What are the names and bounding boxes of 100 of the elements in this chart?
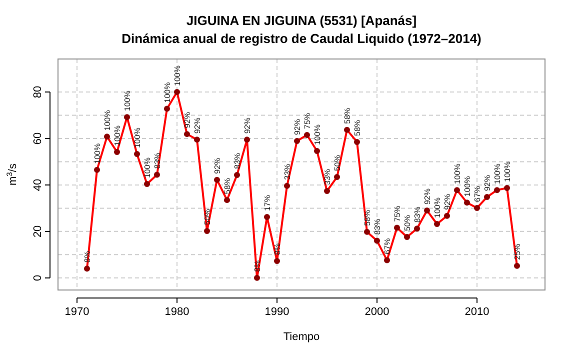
annotation: 58% — [343, 108, 352, 124]
chart-title: JIGUINA EN JIGUINA (5531) [Apanás] — [186, 13, 417, 28]
point — [194, 136, 200, 143]
point — [244, 136, 250, 143]
x-tick-label: 1980 — [164, 306, 190, 318]
annotation: 25% — [513, 244, 522, 260]
annotation: 100% — [113, 125, 122, 146]
annotation: 92% — [183, 112, 192, 128]
point — [474, 204, 480, 211]
annotation: 33% — [283, 164, 292, 180]
annotation: 50% — [403, 215, 412, 232]
point — [164, 106, 170, 112]
annotation: 100% — [143, 158, 152, 178]
y-tick-label: 80 — [32, 86, 44, 98]
point — [454, 187, 460, 194]
annotation: 75% — [303, 112, 312, 129]
point — [324, 188, 330, 194]
point — [254, 274, 260, 281]
point — [184, 131, 190, 138]
annotation: 8% — [253, 260, 262, 272]
point — [144, 181, 150, 188]
x-tick-label: 1990 — [264, 306, 290, 318]
chart-subtitle: Dinámica anual de registro de Caudal Liquido (1972–2014) — [122, 31, 482, 46]
annotation: 100% — [93, 143, 102, 164]
point — [294, 138, 300, 144]
annotation: 67% — [383, 238, 392, 254]
point — [354, 138, 360, 145]
point — [174, 89, 180, 95]
annotation: 92% — [483, 175, 492, 192]
point — [204, 228, 210, 234]
annotation: 58% — [363, 210, 372, 226]
point — [114, 148, 120, 155]
point — [334, 174, 340, 180]
x-axis-title: Tiempo — [283, 331, 320, 343]
point — [344, 126, 350, 133]
point — [494, 187, 500, 194]
annotation: 83% — [153, 152, 162, 169]
annotation: 100% — [133, 128, 142, 148]
annotation: 58% — [353, 120, 362, 136]
annotation: 100% — [493, 164, 502, 184]
x-tick-label: 2010 — [464, 306, 490, 318]
annotation: 100% — [503, 162, 512, 182]
point — [304, 132, 310, 138]
annotation: 92% — [293, 119, 302, 136]
point — [264, 214, 270, 220]
point — [504, 184, 510, 191]
point — [394, 224, 400, 231]
annotation: 83% — [233, 152, 242, 169]
annotation: 92% — [193, 118, 202, 134]
point — [134, 151, 140, 158]
annotation: 100% — [463, 176, 472, 197]
point — [104, 134, 110, 140]
annotation: 8% — [273, 243, 282, 255]
annotation: 100% — [123, 90, 132, 112]
annotation: 67% — [473, 186, 482, 202]
point — [154, 172, 160, 178]
point — [484, 194, 490, 200]
annotation: 50% — [203, 208, 212, 225]
point — [514, 262, 520, 269]
annotation: 100% — [103, 110, 112, 131]
annotation: 92% — [443, 194, 452, 210]
point — [464, 200, 470, 206]
point — [424, 208, 430, 214]
annotation: 92% — [213, 158, 222, 174]
annotation: 33% — [323, 168, 332, 185]
annotation: 17% — [263, 195, 272, 212]
annotation: 100% — [313, 124, 322, 146]
point — [374, 238, 380, 244]
point — [364, 228, 370, 235]
annotation: 83% — [373, 218, 382, 235]
annotation: 83% — [413, 206, 422, 223]
x-tick-label: 1970 — [64, 306, 90, 318]
annotation: 100% — [163, 82, 172, 103]
annotation: 92% — [243, 118, 252, 134]
point — [384, 257, 390, 264]
y-tick-label: 60 — [32, 132, 44, 145]
y-tick-label: 20 — [32, 225, 44, 238]
point — [444, 212, 450, 219]
point — [124, 114, 130, 120]
annotation: 100% — [453, 164, 462, 184]
point — [284, 182, 290, 189]
point — [94, 166, 100, 173]
y-tick-label: 0 — [32, 274, 44, 281]
annotation: 75% — [393, 206, 402, 222]
annotation: 100% — [173, 66, 182, 86]
point — [314, 148, 320, 154]
point — [274, 258, 280, 264]
point — [414, 226, 420, 232]
point — [434, 221, 440, 227]
point — [404, 234, 410, 240]
x-tick-label: 2000 — [364, 306, 390, 318]
annotation: 100% — [433, 198, 442, 218]
point — [214, 176, 220, 183]
annotation: 8% — [83, 251, 92, 263]
point — [84, 266, 90, 272]
y-tick-label: 40 — [32, 178, 44, 192]
annotation: 50% — [333, 155, 342, 172]
point — [234, 172, 240, 178]
annotation: 58% — [223, 178, 232, 194]
point — [224, 197, 230, 204]
